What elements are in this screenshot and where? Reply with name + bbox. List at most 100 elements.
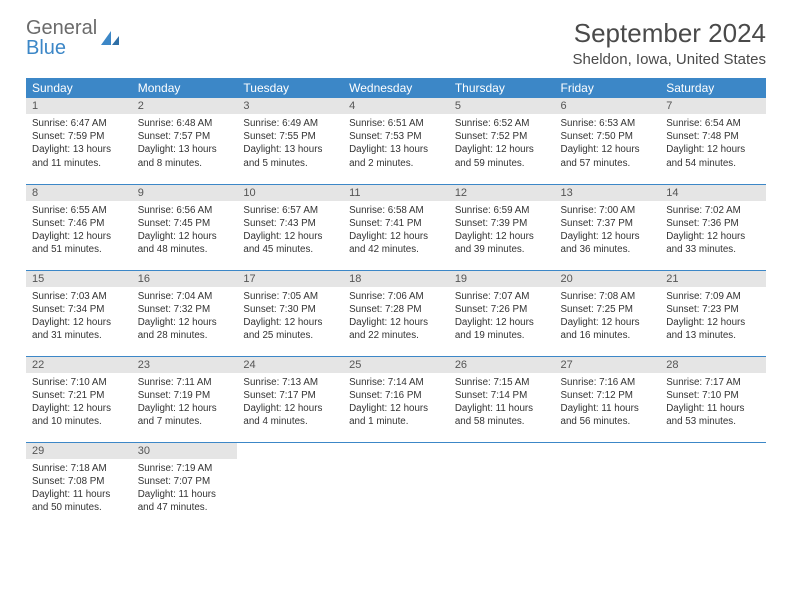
daylight-text: Daylight: 12 hours and 7 minutes. xyxy=(138,402,232,428)
sunrise-text: Sunrise: 6:52 AM xyxy=(455,117,549,130)
sunset-text: Sunset: 7:16 PM xyxy=(349,389,443,402)
daylight-text: Daylight: 12 hours and 13 minutes. xyxy=(666,316,760,342)
sunrise-text: Sunrise: 6:57 AM xyxy=(243,204,337,217)
sunrise-text: Sunrise: 7:07 AM xyxy=(455,290,549,303)
daylight-text: Daylight: 12 hours and 16 minutes. xyxy=(561,316,655,342)
sunset-text: Sunset: 7:10 PM xyxy=(666,389,760,402)
calendar-day: 19Sunrise: 7:07 AMSunset: 7:26 PMDayligh… xyxy=(449,270,555,356)
calendar-day: .. xyxy=(343,442,449,528)
sunset-text: Sunset: 7:41 PM xyxy=(349,217,443,230)
calendar-day: 27Sunrise: 7:16 AMSunset: 7:12 PMDayligh… xyxy=(555,356,661,442)
day-header: Wednesday xyxy=(343,78,449,98)
calendar-week: 22Sunrise: 7:10 AMSunset: 7:21 PMDayligh… xyxy=(26,356,766,442)
day-details: Sunrise: 7:19 AMSunset: 7:07 PMDaylight:… xyxy=(132,459,238,519)
daylight-text: Daylight: 12 hours and 42 minutes. xyxy=(349,230,443,256)
calendar-day: 13Sunrise: 7:00 AMSunset: 7:37 PMDayligh… xyxy=(555,184,661,270)
sunrise-text: Sunrise: 7:15 AM xyxy=(455,376,549,389)
page-header: General Blue September 2024 Sheldon, Iow… xyxy=(26,18,766,68)
sunrise-text: Sunrise: 7:05 AM xyxy=(243,290,337,303)
sunset-text: Sunset: 7:53 PM xyxy=(349,130,443,143)
daylight-text: Daylight: 13 hours and 5 minutes. xyxy=(243,143,337,169)
calendar-week: 1Sunrise: 6:47 AMSunset: 7:59 PMDaylight… xyxy=(26,98,766,184)
sunset-text: Sunset: 7:17 PM xyxy=(243,389,337,402)
day-number: 1 xyxy=(26,98,132,114)
daylight-text: Daylight: 11 hours and 56 minutes. xyxy=(561,402,655,428)
day-number: 18 xyxy=(343,271,449,287)
day-number: 20 xyxy=(555,271,661,287)
day-details: Sunrise: 7:04 AMSunset: 7:32 PMDaylight:… xyxy=(132,287,238,347)
sunrise-text: Sunrise: 6:47 AM xyxy=(32,117,126,130)
calendar-day: 18Sunrise: 7:06 AMSunset: 7:28 PMDayligh… xyxy=(343,270,449,356)
calendar-body: 1Sunrise: 6:47 AMSunset: 7:59 PMDaylight… xyxy=(26,98,766,528)
calendar-day: 29Sunrise: 7:18 AMSunset: 7:08 PMDayligh… xyxy=(26,442,132,528)
day-details: Sunrise: 6:48 AMSunset: 7:57 PMDaylight:… xyxy=(132,114,238,174)
day-details: Sunrise: 6:52 AMSunset: 7:52 PMDaylight:… xyxy=(449,114,555,174)
logo-sail-icon xyxy=(99,29,121,47)
daylight-text: Daylight: 12 hours and 51 minutes. xyxy=(32,230,126,256)
day-details: Sunrise: 7:00 AMSunset: 7:37 PMDaylight:… xyxy=(555,201,661,261)
day-details: Sunrise: 7:05 AMSunset: 7:30 PMDaylight:… xyxy=(237,287,343,347)
sunrise-text: Sunrise: 7:08 AM xyxy=(561,290,655,303)
sunrise-text: Sunrise: 6:49 AM xyxy=(243,117,337,130)
calendar-day: 30Sunrise: 7:19 AMSunset: 7:07 PMDayligh… xyxy=(132,442,238,528)
calendar-week: 8Sunrise: 6:55 AMSunset: 7:46 PMDaylight… xyxy=(26,184,766,270)
daylight-text: Daylight: 12 hours and 25 minutes. xyxy=(243,316,337,342)
day-details: Sunrise: 7:03 AMSunset: 7:34 PMDaylight:… xyxy=(26,287,132,347)
sunrise-text: Sunrise: 6:53 AM xyxy=(561,117,655,130)
sunset-text: Sunset: 7:14 PM xyxy=(455,389,549,402)
sunset-text: Sunset: 7:19 PM xyxy=(138,389,232,402)
sunset-text: Sunset: 7:34 PM xyxy=(32,303,126,316)
day-details: Sunrise: 7:09 AMSunset: 7:23 PMDaylight:… xyxy=(660,287,766,347)
day-number: 5 xyxy=(449,98,555,114)
day-number: 11 xyxy=(343,185,449,201)
sunrise-text: Sunrise: 6:48 AM xyxy=(138,117,232,130)
day-number: 14 xyxy=(660,185,766,201)
sunset-text: Sunset: 7:25 PM xyxy=(561,303,655,316)
daylight-text: Daylight: 11 hours and 50 minutes. xyxy=(32,488,126,514)
calendar-day: 2Sunrise: 6:48 AMSunset: 7:57 PMDaylight… xyxy=(132,98,238,184)
daylight-text: Daylight: 12 hours and 33 minutes. xyxy=(666,230,760,256)
daylight-text: Daylight: 12 hours and 48 minutes. xyxy=(138,230,232,256)
day-details: Sunrise: 6:51 AMSunset: 7:53 PMDaylight:… xyxy=(343,114,449,174)
calendar-day: 9Sunrise: 6:56 AMSunset: 7:45 PMDaylight… xyxy=(132,184,238,270)
sunset-text: Sunset: 7:12 PM xyxy=(561,389,655,402)
day-number: 7 xyxy=(660,98,766,114)
daylight-text: Daylight: 12 hours and 59 minutes. xyxy=(455,143,549,169)
sunrise-text: Sunrise: 7:14 AM xyxy=(349,376,443,389)
calendar-day: 28Sunrise: 7:17 AMSunset: 7:10 PMDayligh… xyxy=(660,356,766,442)
day-details: Sunrise: 6:47 AMSunset: 7:59 PMDaylight:… xyxy=(26,114,132,174)
sunset-text: Sunset: 7:59 PM xyxy=(32,130,126,143)
day-details: Sunrise: 6:57 AMSunset: 7:43 PMDaylight:… xyxy=(237,201,343,261)
sunrise-text: Sunrise: 6:56 AM xyxy=(138,204,232,217)
daylight-text: Daylight: 12 hours and 1 minute. xyxy=(349,402,443,428)
logo-text-blue: Blue xyxy=(26,37,66,59)
day-details: Sunrise: 6:55 AMSunset: 7:46 PMDaylight:… xyxy=(26,201,132,261)
calendar-day: 17Sunrise: 7:05 AMSunset: 7:30 PMDayligh… xyxy=(237,270,343,356)
location-label: Sheldon, Iowa, United States xyxy=(573,51,766,68)
sunrise-text: Sunrise: 7:19 AM xyxy=(138,462,232,475)
sunrise-text: Sunrise: 7:10 AM xyxy=(32,376,126,389)
sunset-text: Sunset: 7:52 PM xyxy=(455,130,549,143)
calendar-day: .. xyxy=(660,442,766,528)
day-number: 21 xyxy=(660,271,766,287)
sunset-text: Sunset: 7:30 PM xyxy=(243,303,337,316)
calendar-week: 15Sunrise: 7:03 AMSunset: 7:34 PMDayligh… xyxy=(26,270,766,356)
sunrise-text: Sunrise: 7:00 AM xyxy=(561,204,655,217)
calendar-day: 5Sunrise: 6:52 AMSunset: 7:52 PMDaylight… xyxy=(449,98,555,184)
daylight-text: Daylight: 13 hours and 8 minutes. xyxy=(138,143,232,169)
day-header: Friday xyxy=(555,78,661,98)
day-details: Sunrise: 7:02 AMSunset: 7:36 PMDaylight:… xyxy=(660,201,766,261)
calendar-day: 22Sunrise: 7:10 AMSunset: 7:21 PMDayligh… xyxy=(26,356,132,442)
sunset-text: Sunset: 7:43 PM xyxy=(243,217,337,230)
sunrise-text: Sunrise: 6:59 AM xyxy=(455,204,549,217)
day-details: Sunrise: 6:53 AMSunset: 7:50 PMDaylight:… xyxy=(555,114,661,174)
day-details: Sunrise: 7:06 AMSunset: 7:28 PMDaylight:… xyxy=(343,287,449,347)
day-number: 24 xyxy=(237,357,343,373)
sunset-text: Sunset: 7:50 PM xyxy=(561,130,655,143)
day-header: Saturday xyxy=(660,78,766,98)
daylight-text: Daylight: 13 hours and 2 minutes. xyxy=(349,143,443,169)
day-number: 22 xyxy=(26,357,132,373)
sunset-text: Sunset: 7:36 PM xyxy=(666,217,760,230)
day-number: 9 xyxy=(132,185,238,201)
sunrise-text: Sunrise: 6:54 AM xyxy=(666,117,760,130)
